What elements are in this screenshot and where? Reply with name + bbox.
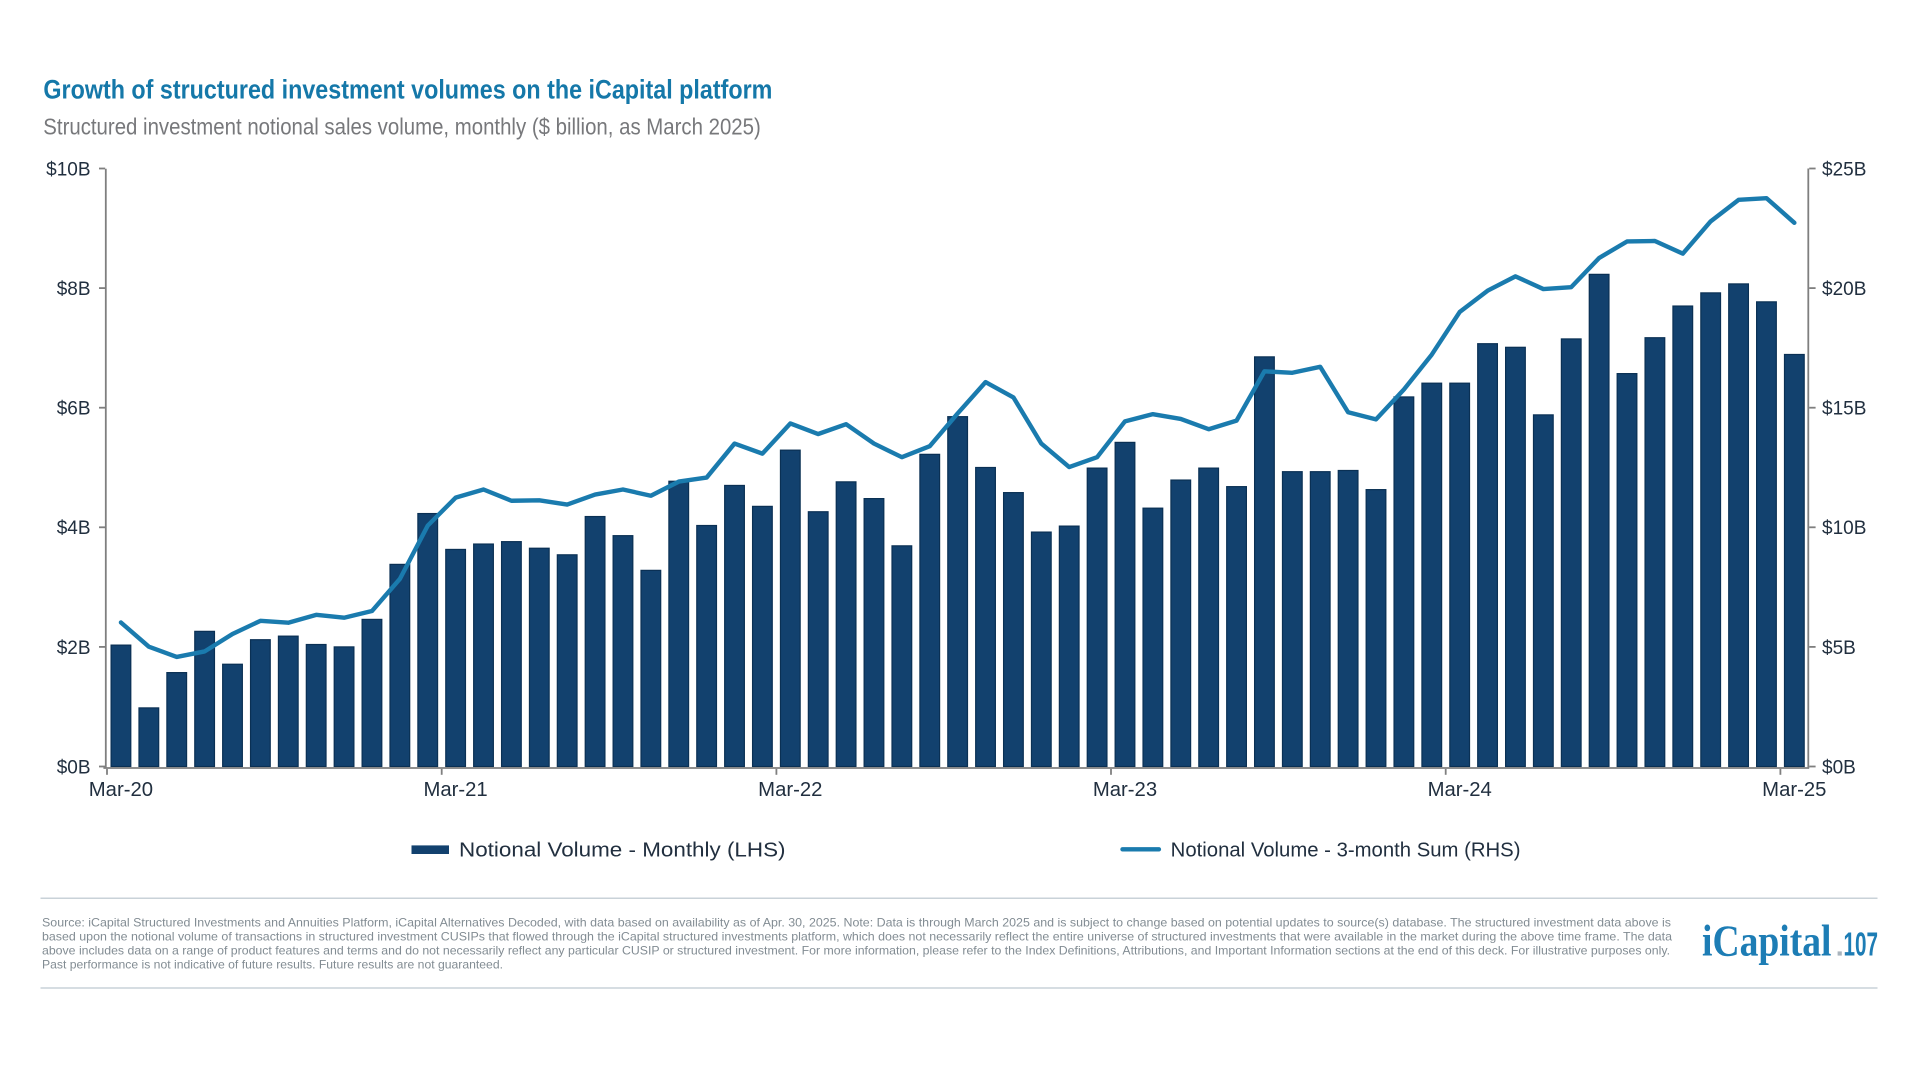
svg-text:Mar-20: Mar-20: [89, 779, 153, 801]
svg-text:$0B: $0B: [57, 757, 91, 778]
svg-text:$10B: $10B: [1822, 518, 1866, 539]
svg-text:$5B: $5B: [1822, 638, 1856, 659]
svg-text:$20B: $20B: [1822, 279, 1866, 300]
svg-text:Past performance is not indica: Past performance is not indicative of fu…: [42, 958, 503, 972]
svg-text:$4B: $4B: [57, 518, 91, 539]
svg-text:Mar-24: Mar-24: [1428, 779, 1492, 801]
svg-text:107: 107: [1844, 926, 1879, 963]
svg-text:$0B: $0B: [1822, 757, 1856, 778]
svg-text:Mar-23: Mar-23: [1093, 779, 1157, 801]
svg-text:Structured investment notional: Structured investment notional sales vol…: [43, 114, 761, 140]
svg-text:$10B: $10B: [46, 159, 90, 180]
svg-text:$2B: $2B: [57, 638, 91, 659]
svg-text:based upon the notional volume: based upon the notional volume of transa…: [42, 929, 1672, 943]
svg-text:Notional Volume - Monthly (LHS: Notional Volume - Monthly (LHS): [459, 839, 786, 861]
svg-text:Mar-22: Mar-22: [758, 779, 822, 801]
svg-text:iCapital: iCapital: [1702, 917, 1832, 966]
svg-text:Mar-21: Mar-21: [423, 779, 487, 801]
svg-text:$15B: $15B: [1822, 399, 1866, 420]
svg-text:above includes data on a range: above includes data on a range of produc…: [42, 944, 1670, 958]
svg-text:$6B: $6B: [57, 399, 91, 420]
svg-text:Growth of structured investmen: Growth of structured investment volumes …: [43, 75, 772, 105]
svg-text:Source: iCapital Structured In: Source: iCapital Structured Investments …: [42, 915, 1671, 929]
svg-text:$25B: $25B: [1822, 159, 1866, 180]
svg-text:Notional Volume - 3-month Sum: Notional Volume - 3-month Sum (RHS): [1171, 839, 1521, 861]
svg-text:Mar-25: Mar-25: [1762, 779, 1826, 801]
svg-text:$8B: $8B: [57, 279, 91, 300]
